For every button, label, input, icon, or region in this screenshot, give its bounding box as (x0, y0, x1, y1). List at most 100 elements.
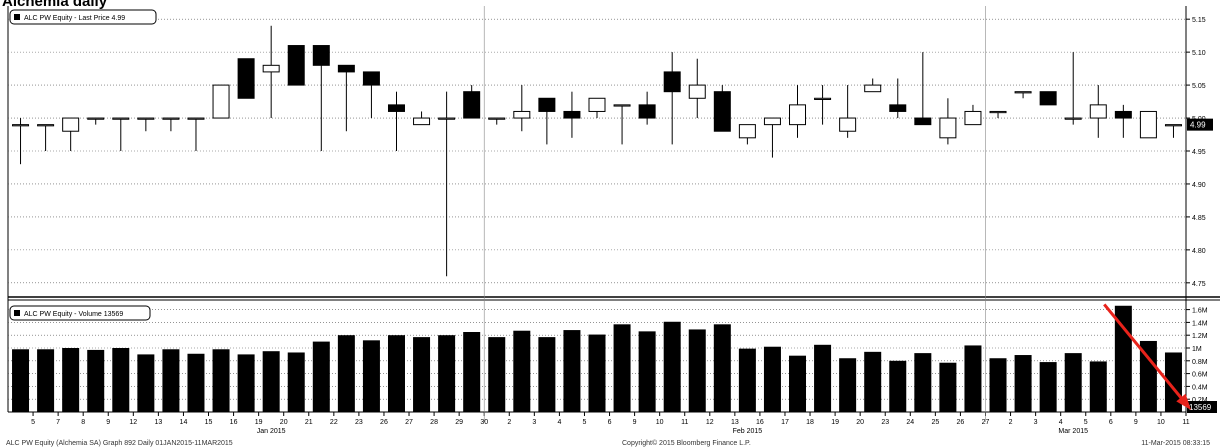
x-tick-label: 13 (731, 419, 739, 426)
volume-bar (864, 351, 882, 412)
volume-bar (613, 324, 631, 412)
volume-bar (337, 335, 355, 412)
volume-bar (713, 324, 731, 412)
x-tick-label: 12 (706, 419, 714, 426)
x-tick-label: 29 (455, 419, 463, 426)
volume-bar (588, 334, 606, 412)
x-tick-label: 11 (681, 419, 688, 426)
volume-bar (262, 351, 280, 412)
price-tick-label: 4.95 (1192, 149, 1206, 156)
candle-body (287, 45, 305, 86)
volume-bar (438, 335, 456, 412)
candle-body (989, 110, 1007, 114)
candle-body (1089, 104, 1107, 119)
volume-bar (37, 349, 55, 412)
price-legend-box (9, 9, 157, 25)
price-tick-label: 5.15 (1192, 17, 1206, 24)
candle-body (187, 117, 205, 120)
candle-body (638, 104, 656, 119)
x-tick-label: 10 (656, 419, 664, 426)
x-tick-label: 5 (583, 419, 587, 426)
candle-body (914, 117, 932, 126)
x-tick-label: 14 (180, 419, 188, 426)
volume-bar (287, 352, 305, 412)
volume-tick-label: 0.2M (1192, 397, 1208, 404)
candle-body (262, 64, 280, 73)
candle-body (12, 124, 30, 127)
candle-body (438, 117, 456, 120)
volume-bar (563, 330, 581, 412)
candle-body (814, 97, 832, 100)
candle-body (538, 97, 556, 112)
candle-body (889, 104, 907, 112)
last-volume-label: 13569 (1189, 403, 1212, 412)
candle-body (964, 110, 982, 126)
x-tick-label: 12 (129, 419, 137, 426)
trend-arrow-line (1103, 303, 1190, 408)
volume-bar (1064, 353, 1082, 412)
last-price-label: 4.99 (1190, 121, 1206, 130)
candle-body (488, 117, 506, 120)
candle-body (864, 84, 882, 93)
x-tick-label: 22 (330, 419, 338, 426)
candle-body (1114, 110, 1132, 119)
volume-bar (513, 330, 531, 412)
volume-bar (413, 337, 431, 412)
volume-bar (12, 349, 30, 412)
x-tick-label: 9 (1134, 419, 1138, 426)
candle-body (513, 110, 531, 119)
volume-tick-label: 1.2M (1192, 333, 1208, 340)
x-tick-label: 26 (380, 419, 388, 426)
x-tick-label: 26 (957, 419, 965, 426)
candle-body (1139, 110, 1157, 139)
candle-body (312, 45, 330, 66)
volume-bar (87, 349, 105, 412)
candle-body (413, 117, 431, 126)
x-tick-label: 5 (1084, 419, 1088, 426)
x-tick-label: 20 (280, 419, 288, 426)
candle-body (237, 58, 255, 99)
x-tick-label: 27 (405, 419, 413, 426)
x-tick-label: 4 (1059, 419, 1063, 426)
candle-body (563, 110, 581, 119)
price-tick-label: 4.80 (1192, 248, 1206, 255)
x-tick-label: 11 (1182, 419, 1189, 426)
candle-body (688, 84, 706, 99)
x-tick-label: 7 (56, 419, 60, 426)
volume-bar (162, 349, 180, 412)
x-month-label: Jan 2015 (257, 428, 286, 435)
volume-bar (1164, 352, 1182, 412)
candle-body (87, 117, 105, 120)
x-tick-label: 30 (480, 419, 488, 426)
volume-bar (964, 345, 982, 412)
volume-tick-label: 1.4M (1192, 320, 1208, 327)
volume-bar (137, 354, 155, 412)
candle-body (1064, 117, 1082, 120)
trend-arrow-head (1176, 393, 1192, 410)
x-tick-label: 18 (806, 419, 814, 426)
volume-legend-label: ALC PW Equity - Volume 13569 (24, 311, 123, 318)
x-tick-label: 19 (255, 419, 263, 426)
x-month-label: Feb 2015 (733, 428, 763, 435)
x-tick-label: 21 (305, 419, 313, 426)
volume-bar (638, 331, 656, 412)
volume-bar (1039, 362, 1057, 412)
x-axis: 5 7 8 9 12 13 14 15 16 19 20 21 22 23 26 27 28 29 30 2 3 4 5 6 9… (31, 6, 1190, 435)
volume-bar (237, 354, 255, 412)
volume-bar (663, 321, 681, 412)
volume-tick-label: 1.6M (1192, 308, 1208, 315)
x-tick-label: 6 (1109, 419, 1113, 426)
candle-body (112, 117, 130, 120)
volume-tick-label: 0.6M (1192, 372, 1208, 379)
chart-title: Alchemia daily (2, 0, 108, 10)
volume-bar (387, 335, 405, 412)
x-tick-label: 3 (532, 419, 536, 426)
price-tick-label: 5.05 (1192, 83, 1206, 90)
price-tick-label: 4.85 (1192, 215, 1206, 222)
price-legend-swatch (14, 14, 20, 20)
price-tick-label: 5.10 (1192, 50, 1206, 57)
x-tick-label: 9 (106, 419, 110, 426)
x-tick-label: 27 (982, 419, 990, 426)
candle-body (362, 71, 380, 86)
footer-right: 11-Mar-2015 08:33:15 (1141, 440, 1210, 447)
